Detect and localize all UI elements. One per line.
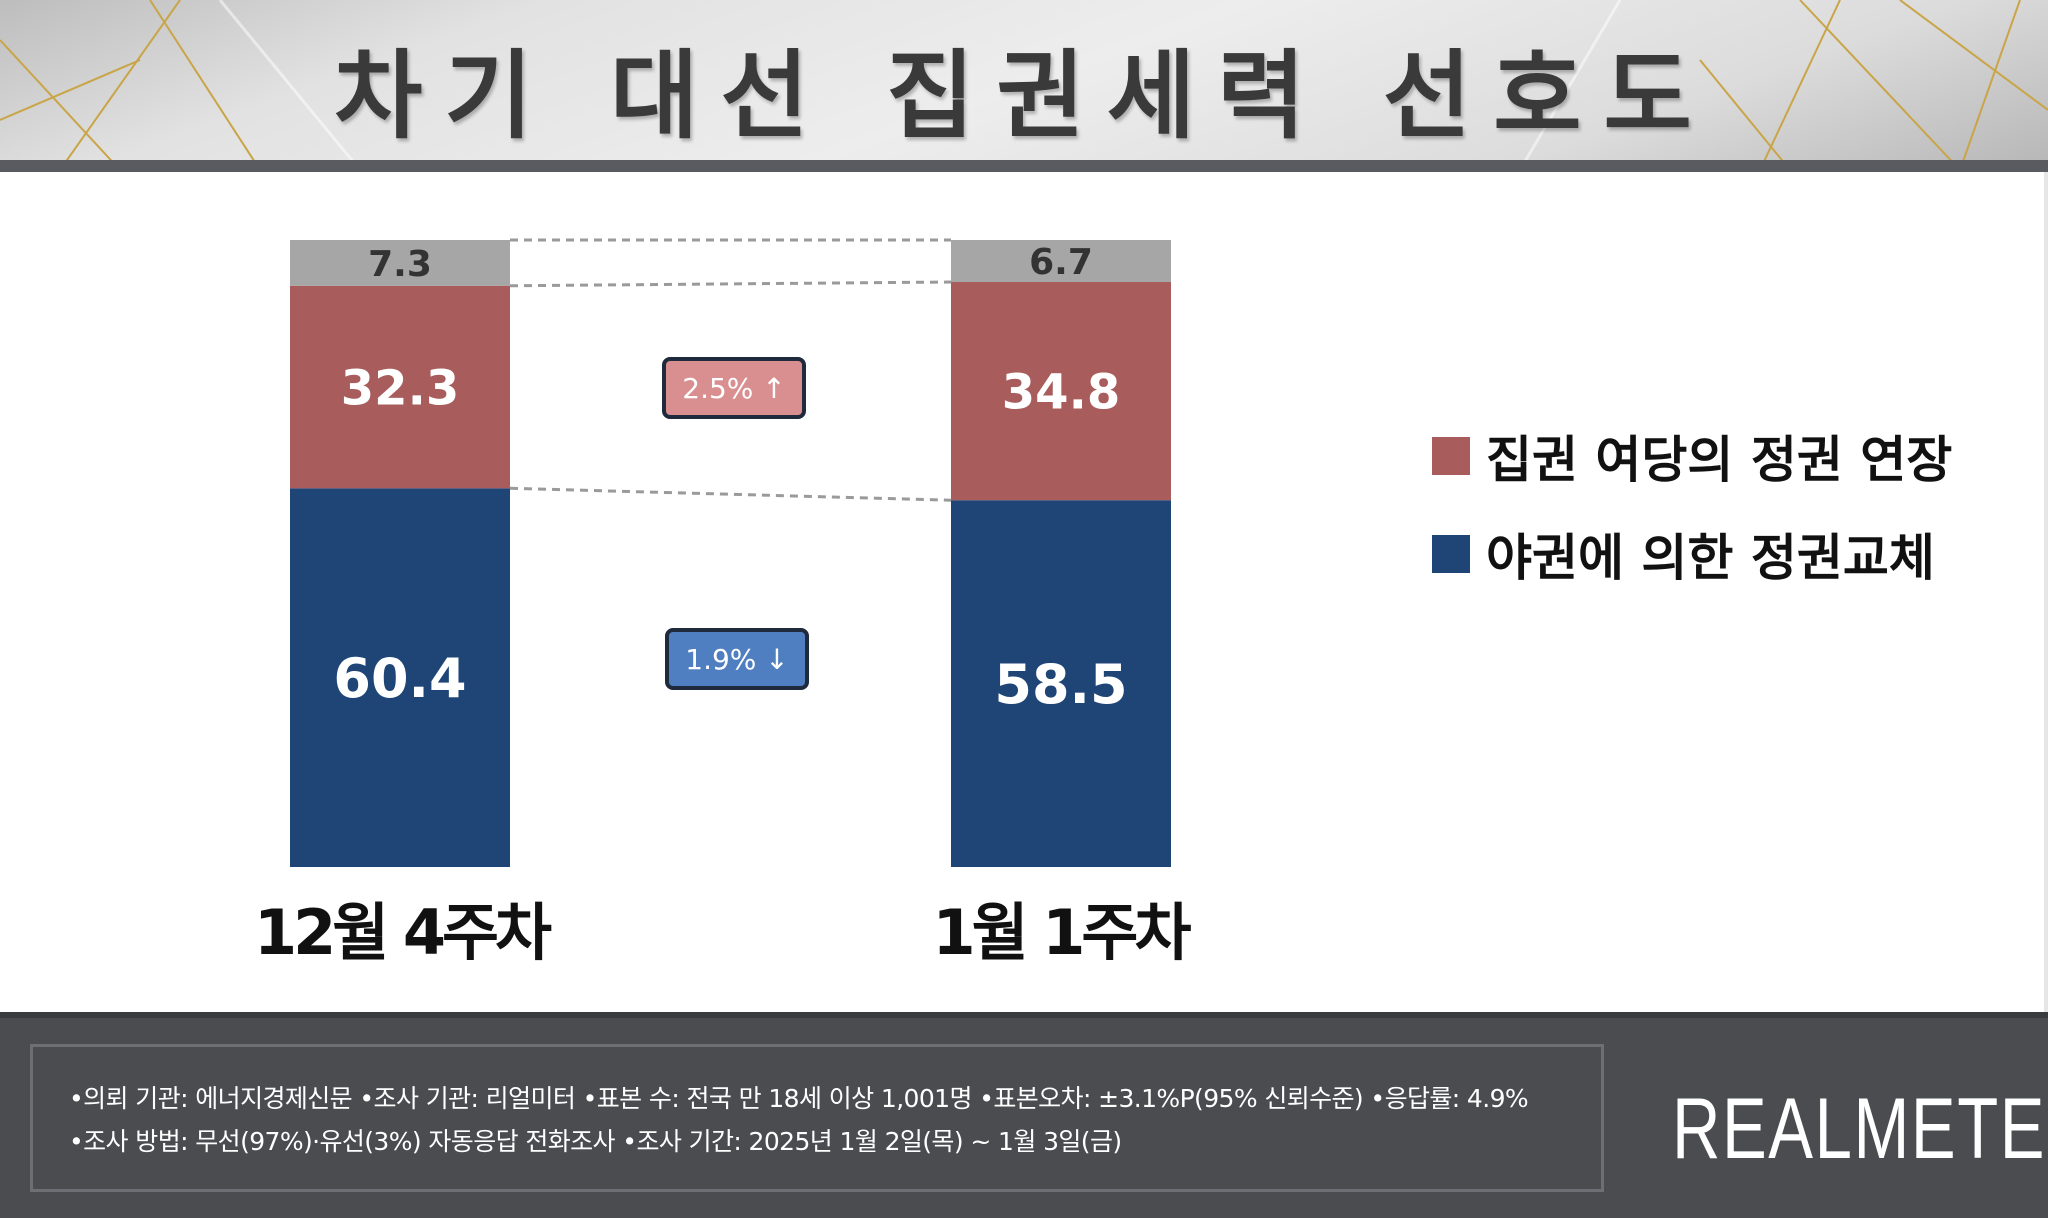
decorative-gold-lines <box>0 0 2048 170</box>
brand-logo: REALMETER <box>1672 1081 2048 1177</box>
change-badge-down-label: 1.9% ↓ <box>685 642 789 676</box>
bar-ruling-0 <box>290 285 510 489</box>
footer: •의뢰 기관: 에너지경제신문 •조사 기관: 리얼미터 •표본 수: 전국 만… <box>0 1012 2048 1218</box>
bar-undecided-1 <box>951 240 1171 283</box>
category-label-0: 12월 4주차 <box>253 896 552 969</box>
data-label-ruling-1: 34.8 <box>1002 364 1120 420</box>
change-badge-up-label: 2.5% ↑ <box>682 371 786 405</box>
data-label-opposition-1: 58.5 <box>994 653 1127 716</box>
connector-line-ruling <box>509 280 952 288</box>
data-label-ruling-0: 32.3 <box>341 360 459 416</box>
data-label-undecided-0: 7.3 <box>368 244 432 285</box>
page-title: 차기 대선 집권세력 선호도 <box>334 40 1714 152</box>
right-edge-strip <box>2044 172 2048 1012</box>
bar-opposition-1 <box>951 500 1171 867</box>
legend-item-opposition: 야권에 의한 정권교체 <box>1432 518 1935 590</box>
legend-item-ruling: 집권 여당의 정권 연장 <box>1432 420 1952 492</box>
stacked-bar-chart: 60.4 32.3 7.3 58.5 34.8 6.7 <box>290 238 1171 867</box>
legend-label-ruling: 집권 여당의 정권 연장 <box>1486 431 1953 489</box>
bar-opposition-0 <box>290 488 510 867</box>
change-badge-down: 1.9% ↓ <box>665 628 809 690</box>
change-badge-up: 2.5% ↑ <box>662 357 806 419</box>
survey-info-line-2: •조사 방법: 무선(97%)·유선(3%) 자동응답 전화조사 •조사 기간:… <box>69 1127 1122 1156</box>
legend-swatch-ruling <box>1432 437 1470 475</box>
bar-undecided-0 <box>290 240 510 286</box>
footer-top-line <box>0 1012 2048 1018</box>
category-label-1: 1월 1주차 <box>932 896 1192 969</box>
header-divider <box>0 160 2048 172</box>
header-banner: 차기 대선 집권세력 선호도 <box>0 0 2048 170</box>
survey-info-line-1: •의뢰 기관: 에너지경제신문 •조사 기관: 리얼미터 •표본 수: 전국 만… <box>69 1084 1529 1113</box>
bar-ruling-1 <box>951 282 1171 501</box>
legend-label-opposition: 야권에 의한 정권교체 <box>1486 529 1935 587</box>
data-label-opposition-0: 60.4 <box>333 647 466 710</box>
survey-info-box: •의뢰 기관: 에너지경제신문 •조사 기관: 리얼미터 •표본 수: 전국 만… <box>30 1044 1604 1192</box>
data-label-undecided-1: 6.7 <box>1029 242 1093 283</box>
legend-swatch-opposition <box>1432 535 1470 573</box>
connector-line-opposition <box>509 486 952 502</box>
